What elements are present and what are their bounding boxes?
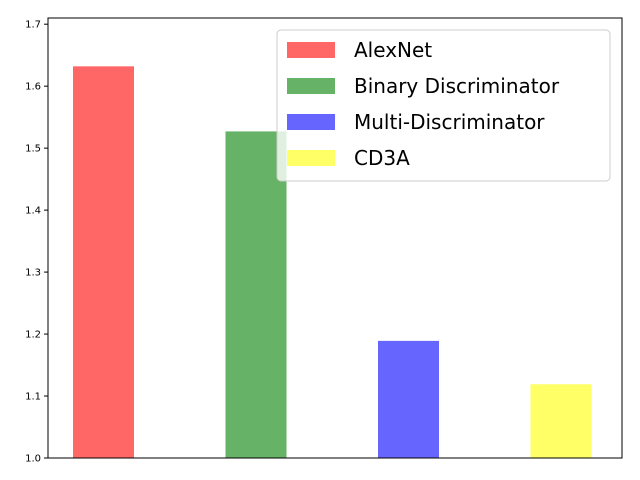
bar-multi-discriminator	[378, 340, 439, 458]
y-tick-label: 1.0	[25, 454, 41, 465]
y-tick-label: 1.1	[25, 392, 41, 403]
legend-label: Binary Discriminator	[354, 74, 560, 98]
legend: AlexNet Binary Discriminator Multi-Discrim…	[276, 29, 611, 182]
legend-label: AlexNet	[354, 38, 432, 62]
bar-binary-discriminator	[225, 131, 287, 458]
legend-swatch	[287, 78, 335, 94]
bar-cd3a	[530, 384, 592, 458]
y-tick-label: 1.7	[25, 20, 41, 31]
y-tick-label: 1.6	[25, 82, 41, 93]
legend-label: CD3A	[354, 146, 410, 170]
legend-swatch	[287, 42, 335, 58]
y-tick-label: 1.5	[25, 144, 41, 155]
legend-swatch	[287, 114, 335, 130]
legend-label: Multi-Discriminator	[354, 110, 545, 134]
bars-group	[73, 66, 592, 459]
bar-alexnet	[73, 66, 134, 459]
y-tick-label: 1.4	[25, 206, 41, 217]
legend-swatch	[287, 150, 335, 166]
y-tick-label: 1.3	[25, 268, 41, 279]
y-tick-label: 1.2	[25, 330, 41, 341]
plot-frame	[47, 17, 623, 459]
y-axis: 1.0 1.1 1.2 1.3 1.4 1.5 1.6 1.7	[25, 20, 48, 465]
legend-frame	[276, 29, 611, 182]
